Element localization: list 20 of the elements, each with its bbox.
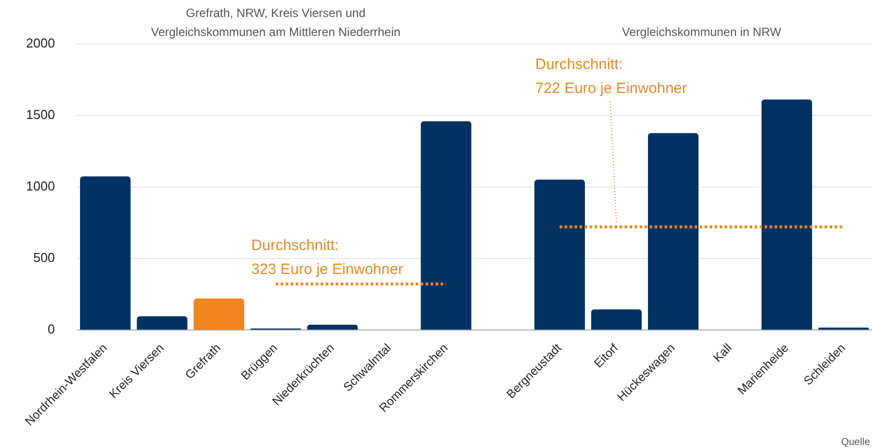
bar <box>648 133 698 330</box>
x-tick-label: Kall <box>710 340 734 365</box>
text: Quelle <box>841 437 870 448</box>
bar <box>80 176 131 330</box>
bar <box>591 309 642 330</box>
y-tick-label: 500 <box>33 250 55 266</box>
y-tick-label: 1000 <box>26 178 55 194</box>
bar <box>136 316 188 330</box>
y-tick-label: 0 <box>48 322 55 337</box>
bar <box>194 298 244 330</box>
text: Grefrath, NRW, Kreis Viersen und Vergleichskommunen am Mittleren Niederrhein <box>150 6 400 39</box>
bar <box>420 121 472 330</box>
text: Vergleichskommunen in NRW <box>622 25 782 39</box>
bar <box>534 180 585 330</box>
bar <box>762 100 812 330</box>
y-tick-label: 1500 <box>26 107 55 122</box>
annotation: Durchschnitt: 323 Euro je Einwohner <box>251 236 404 278</box>
bar <box>307 324 358 330</box>
annotation: Durchschnitt: 722 Euro je Einwohner <box>535 56 688 98</box>
y-tick-label: 2000 <box>26 36 55 51</box>
